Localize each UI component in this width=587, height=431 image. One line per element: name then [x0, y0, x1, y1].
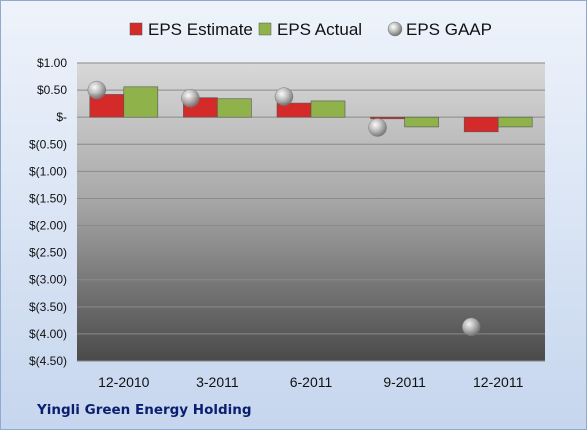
- y-tick-label: $(4.50): [29, 354, 67, 368]
- y-tick-label: $(4.00): [29, 327, 67, 341]
- bar-eps-actual: [497, 116, 533, 128]
- legend-label: EPS Actual: [277, 20, 362, 39]
- point-eps-gaap: [461, 317, 481, 337]
- y-tick-label: $(2.00): [29, 219, 67, 233]
- y-tick-label: $(0.50): [29, 137, 67, 151]
- bar-eps-estimate: [463, 116, 499, 133]
- point-eps-gaap: [274, 87, 294, 106]
- legend: EPS Estimate EPS Actual EPS GAAP: [129, 20, 492, 39]
- bar-eps-actual: [217, 98, 252, 118]
- x-tick-label: 6-2011: [290, 374, 333, 390]
- legend-swatch-eps-estimate: [129, 22, 143, 36]
- point-eps-gaap: [87, 80, 107, 100]
- legend-swatch-eps-gaap: [387, 21, 403, 37]
- y-tick-label: $(1.00): [29, 164, 67, 178]
- point-eps-gaap: [368, 118, 387, 137]
- y-tick-label: $(3.50): [29, 300, 67, 314]
- legend-swatch-eps-actual: [258, 22, 272, 36]
- bar-eps-actual: [404, 116, 439, 128]
- company-label: Yingli Green Energy Holding: [37, 402, 252, 418]
- point-eps-gaap: [181, 88, 200, 108]
- x-tick-label: 3-2011: [196, 374, 239, 390]
- y-tick-label: $(1.50): [29, 191, 67, 205]
- y-tick-label: $(2.50): [29, 246, 67, 260]
- y-tick-label: $0.50: [37, 83, 67, 97]
- x-tick-label: 12-2011: [473, 374, 524, 390]
- y-tick-label: $-: [56, 110, 67, 124]
- legend-label: EPS Estimate: [148, 20, 253, 39]
- x-tick-label: 12-2010: [98, 374, 150, 390]
- y-tick-label: $1.00: [37, 56, 67, 70]
- x-tick-label: 9-2011: [383, 374, 426, 390]
- bar-eps-actual: [310, 100, 346, 118]
- legend-label: EPS GAAP: [406, 20, 492, 39]
- bar-eps-actual: [123, 86, 159, 118]
- y-tick-label: $(3.00): [29, 273, 67, 287]
